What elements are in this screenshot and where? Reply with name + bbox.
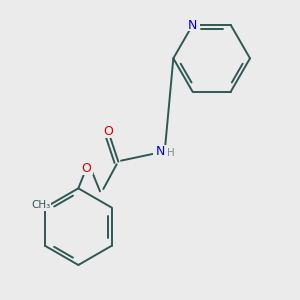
Text: O: O xyxy=(103,125,113,138)
FancyBboxPatch shape xyxy=(29,199,51,211)
FancyBboxPatch shape xyxy=(102,125,115,138)
Text: N: N xyxy=(188,19,197,32)
FancyBboxPatch shape xyxy=(80,162,93,175)
Text: O: O xyxy=(82,162,92,175)
Text: N: N xyxy=(155,145,165,158)
Text: CH₃: CH₃ xyxy=(32,200,51,210)
FancyBboxPatch shape xyxy=(152,145,171,158)
FancyBboxPatch shape xyxy=(185,19,200,31)
Text: H: H xyxy=(167,148,175,158)
